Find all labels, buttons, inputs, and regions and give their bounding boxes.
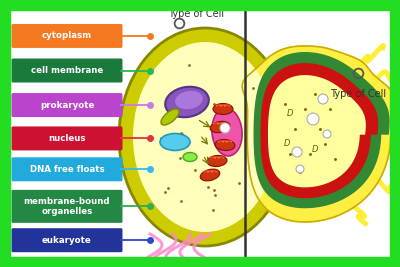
- Ellipse shape: [215, 139, 235, 151]
- Bar: [0, 257, 400, 267]
- Ellipse shape: [133, 42, 277, 232]
- FancyBboxPatch shape: [12, 157, 122, 181]
- Ellipse shape: [207, 155, 227, 167]
- Polygon shape: [242, 46, 400, 222]
- Circle shape: [323, 130, 331, 138]
- Polygon shape: [269, 76, 365, 187]
- FancyBboxPatch shape: [12, 93, 122, 117]
- Bar: [0, 0, 10, 267]
- Bar: [390, 0, 400, 267]
- Text: prokaryote: prokaryote: [40, 101, 94, 109]
- Ellipse shape: [200, 169, 220, 181]
- Circle shape: [220, 123, 230, 133]
- Ellipse shape: [212, 108, 242, 156]
- Circle shape: [292, 147, 302, 157]
- FancyBboxPatch shape: [12, 127, 122, 150]
- FancyBboxPatch shape: [12, 58, 122, 83]
- Ellipse shape: [161, 109, 179, 125]
- Bar: [0, 0, 400, 10]
- Text: membrane-bound
organelles: membrane-bound organelles: [24, 197, 110, 216]
- Ellipse shape: [210, 121, 230, 133]
- Text: DNA free floats: DNA free floats: [30, 165, 104, 174]
- Ellipse shape: [119, 28, 291, 246]
- Circle shape: [318, 94, 328, 104]
- Text: cytoplasm: cytoplasm: [42, 32, 92, 40]
- Ellipse shape: [165, 87, 209, 117]
- Text: eukaryote: eukaryote: [42, 236, 92, 245]
- Ellipse shape: [175, 91, 203, 109]
- FancyBboxPatch shape: [12, 190, 122, 223]
- Text: Type of Cell: Type of Cell: [168, 9, 224, 19]
- Circle shape: [307, 113, 319, 125]
- Text: D: D: [284, 139, 290, 148]
- Ellipse shape: [183, 152, 197, 162]
- Text: D: D: [312, 144, 318, 154]
- Circle shape: [296, 165, 304, 173]
- FancyBboxPatch shape: [12, 228, 122, 252]
- Text: Type of Cell: Type of Cell: [330, 89, 386, 99]
- Text: cell membrane: cell membrane: [31, 66, 103, 75]
- FancyBboxPatch shape: [12, 24, 122, 48]
- Polygon shape: [261, 64, 378, 198]
- Ellipse shape: [160, 134, 190, 151]
- Ellipse shape: [213, 104, 233, 115]
- Text: nucleus: nucleus: [48, 134, 86, 143]
- Polygon shape: [254, 53, 389, 207]
- Text: D: D: [287, 109, 293, 119]
